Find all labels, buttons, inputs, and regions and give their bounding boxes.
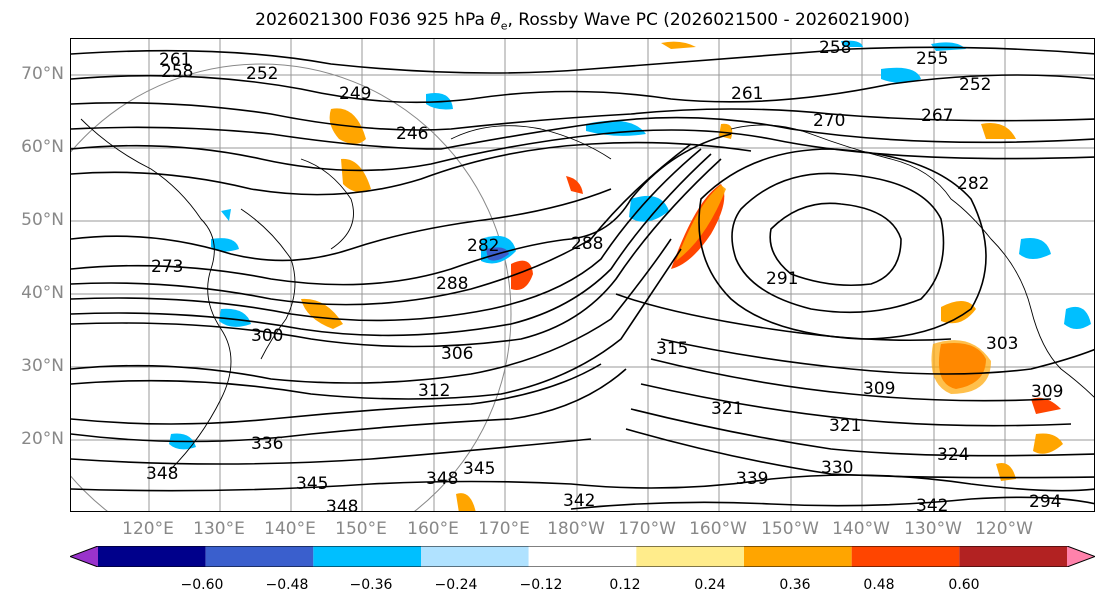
- colorbar-tick: −0.48: [265, 577, 309, 593]
- contour-label: 300: [251, 326, 283, 346]
- theta-contours: [71, 46, 1094, 510]
- contour-label: 282: [957, 174, 989, 194]
- contour-label: 336: [251, 434, 283, 454]
- colorbar-tick: −0.24: [434, 577, 478, 593]
- colorbar-segment: [313, 546, 421, 567]
- lon-label: 130°W: [904, 519, 962, 539]
- contour-label: 246: [396, 124, 428, 144]
- map-panel: 261 258 249 252 246 258 255 252 261 267 …: [70, 38, 1095, 512]
- contour-label: 321: [711, 399, 743, 419]
- coastlines: [80, 118, 1094, 470]
- contour-label: 261: [731, 84, 763, 104]
- colorbar-tick: 0.24: [694, 577, 726, 593]
- lon-label: 150°E: [335, 519, 387, 539]
- colorbar-tick: −0.36: [349, 577, 393, 593]
- contour-label: 339: [736, 469, 768, 489]
- contour-label: 291: [766, 269, 798, 289]
- contour-label: 345: [296, 474, 328, 494]
- lon-label: 180°W: [547, 519, 605, 539]
- colorbar-tick: −0.12: [519, 577, 563, 593]
- lon-label: 170°E: [478, 519, 530, 539]
- contour-label: 321: [829, 416, 861, 436]
- colorbar-segment: [636, 546, 744, 567]
- contour-label: 309: [1031, 382, 1063, 402]
- anomaly-shading: [169, 40, 1091, 511]
- colorbar-tick: 0.60: [948, 577, 980, 593]
- contour-label: 312: [418, 381, 450, 401]
- contour-label: 345: [463, 459, 495, 479]
- contour-label: 294: [1029, 492, 1061, 512]
- contour-label: 309: [863, 379, 895, 399]
- colorbar-segment: [98, 546, 206, 567]
- map-canvas: 261 258 249 252 246 258 255 252 261 267 …: [71, 39, 1094, 512]
- colorbar-segment: [205, 546, 314, 567]
- contour-label: 270: [813, 111, 845, 131]
- lat-label: 40°N: [21, 283, 64, 303]
- contour-label: 252: [246, 64, 278, 84]
- contour-label: 348: [426, 469, 458, 489]
- contour-label: 252: [959, 75, 991, 95]
- colorbar-tick: −0.60: [180, 577, 224, 593]
- map-title: 2026021300 F036 925 hPa θe, Rossby Wave …: [255, 10, 910, 33]
- contour-label: 303: [986, 334, 1018, 354]
- lon-label: 160°W: [689, 519, 747, 539]
- colorbar-segment: [959, 546, 1067, 567]
- contour-label: 342: [563, 491, 595, 511]
- lon-label: 120°E: [122, 519, 174, 539]
- lon-label: 140°W: [832, 519, 890, 539]
- colorbar-tick: 0.48: [863, 577, 895, 593]
- lon-label: 170°W: [618, 519, 676, 539]
- contour-labels: 261 258 249 252 246 258 255 252 261 267 …: [146, 39, 1063, 512]
- contour-label: 258: [819, 39, 851, 58]
- contour-label: 348: [146, 464, 178, 484]
- colorbar-segment: [528, 546, 637, 567]
- lat-label: 50°N: [21, 210, 64, 230]
- contour-label: 324: [937, 445, 969, 465]
- colorbar: [70, 546, 1095, 567]
- lon-label: 130°E: [193, 519, 245, 539]
- lon-label: 140°E: [264, 519, 316, 539]
- contour-label: 288: [571, 234, 603, 254]
- contour-label: 267: [921, 106, 953, 126]
- contour-label: 306: [441, 344, 473, 364]
- colorbar-segment: [70, 546, 98, 567]
- colorbar-segment: [1067, 546, 1095, 567]
- lat-label: 60°N: [21, 137, 64, 157]
- contour-label: 282: [467, 236, 499, 256]
- contour-label: 348: [326, 497, 358, 512]
- colorbar-tick: 0.12: [609, 577, 641, 593]
- contour-label: 258: [161, 62, 193, 82]
- contour-label: 288: [436, 274, 468, 294]
- lat-label: 20°N: [21, 429, 64, 449]
- contour-label: 330: [821, 458, 853, 478]
- lon-label: 160°E: [407, 519, 459, 539]
- lat-label: 70°N: [21, 64, 64, 84]
- contour-label: 315: [656, 339, 688, 359]
- colorbar-segment: [851, 546, 960, 567]
- lat-label: 30°N: [21, 356, 64, 376]
- contour-label: 342: [916, 496, 948, 512]
- lon-label: 150°W: [761, 519, 819, 539]
- colorbar-tick: 0.36: [779, 577, 811, 593]
- contour-label: 249: [339, 84, 371, 104]
- contour-label: 255: [916, 49, 948, 69]
- colorbar-segment: [744, 546, 852, 567]
- contour-label: 273: [151, 257, 183, 277]
- colorbar-segment: [421, 546, 529, 567]
- lon-label: 120°W: [975, 519, 1033, 539]
- contour-label: 261: [159, 50, 191, 70]
